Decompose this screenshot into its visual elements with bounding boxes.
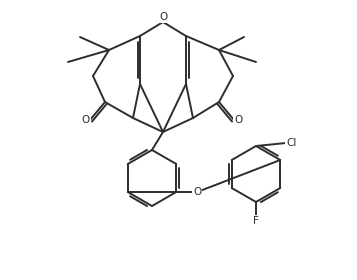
Text: O: O: [234, 115, 242, 125]
Text: Cl: Cl: [286, 138, 296, 148]
Text: O: O: [193, 187, 201, 197]
Text: F: F: [253, 216, 259, 226]
Text: O: O: [159, 12, 167, 22]
Text: O: O: [82, 115, 90, 125]
